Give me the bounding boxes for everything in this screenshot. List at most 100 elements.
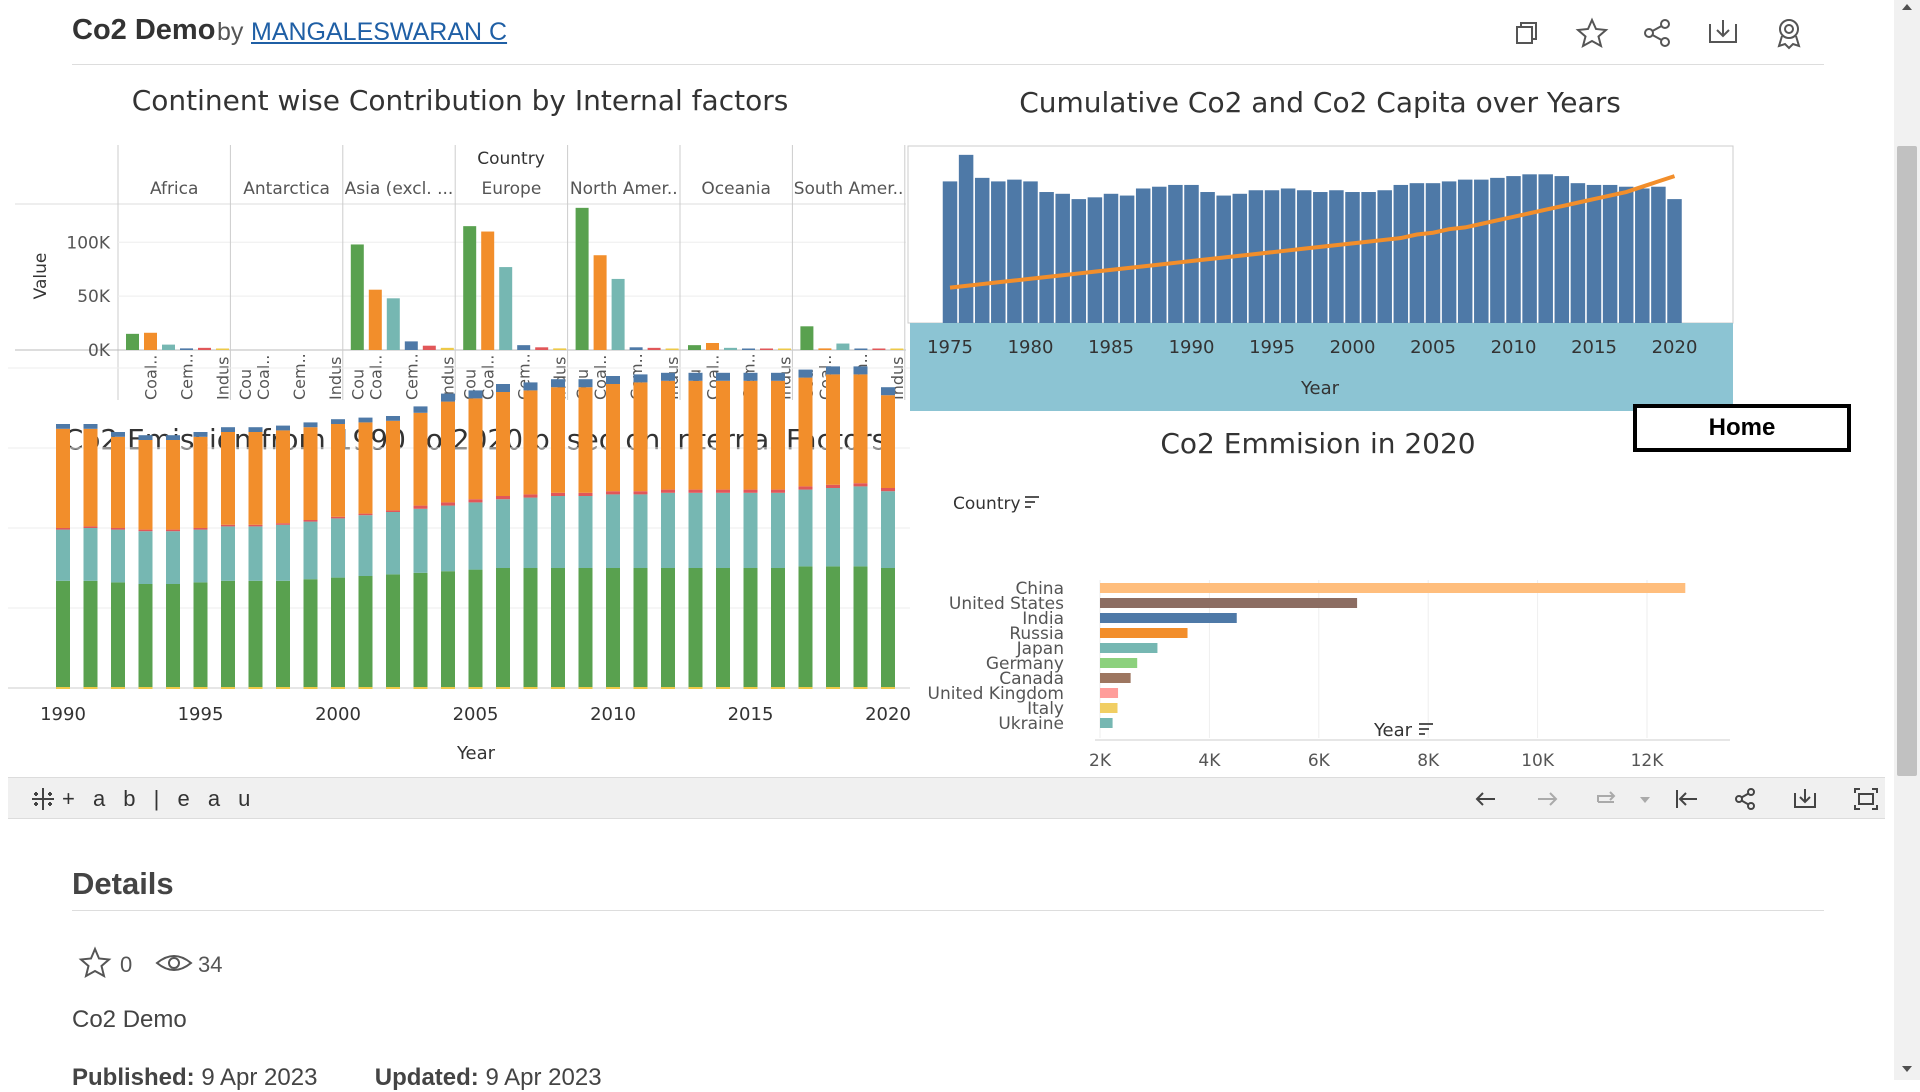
stacked-bar-segment (551, 379, 565, 388)
bar (1100, 643, 1158, 653)
copy-icon[interactable] (1507, 14, 1545, 52)
home-button[interactable]: Home (1633, 404, 1851, 452)
scroll-down-arrow-icon[interactable] (1902, 1066, 1912, 1072)
row-label: Ukraine (998, 714, 1064, 734)
stacked-bar-segment (386, 512, 400, 575)
continent-contribution-chart[interactable]: Continent wise Contribution by Internal … (15, 84, 907, 400)
stacked-bar-segment (496, 392, 510, 496)
row-label: United States (949, 594, 1064, 614)
scroll-up-arrow-icon[interactable] (1902, 4, 1912, 10)
x-category-label: Coal.. (479, 355, 498, 400)
stacked-bar-segment (743, 492, 758, 568)
views-count: 34 (198, 952, 223, 977)
stacked-bar-segment (496, 568, 510, 688)
download-icon[interactable] (1704, 14, 1742, 52)
bar (1345, 192, 1360, 323)
tableau-wordmark: + a b | e a u (62, 786, 257, 811)
stacked-bar-segment (248, 526, 263, 581)
undo-icon[interactable] (1471, 784, 1501, 814)
cumulative-co2-chart[interactable]: Cumulative Co2 and Co2 Capita over Years… (907, 86, 1734, 411)
star-icon[interactable] (1573, 14, 1611, 52)
reset-icon[interactable] (1671, 784, 1701, 814)
stacked-bar-segment (798, 489, 813, 567)
bar (162, 344, 175, 350)
x-tick-label: 2K (1089, 751, 1112, 771)
stacked-bar-segment (358, 422, 373, 514)
x-tick-label: 2005 (453, 704, 499, 725)
stacked-bar-segment (798, 566, 813, 688)
bar (1651, 186, 1666, 323)
sort-icon[interactable] (1419, 723, 1433, 735)
stacked-bar-segment (468, 390, 483, 399)
stacked-bar-segment (716, 492, 730, 568)
stacked-bar-segment (56, 424, 70, 429)
column-header: Country (477, 149, 545, 169)
bar (1168, 184, 1183, 323)
scrollbar-thumb[interactable] (1897, 146, 1917, 776)
bar (1119, 195, 1135, 323)
x-tick-label: 1985 (1088, 337, 1134, 358)
stacked-bar-segment (688, 372, 703, 381)
views-eye-icon (154, 948, 194, 978)
tableau-logo[interactable]: + a b | e a u (30, 786, 256, 812)
stacked-bar-segment (551, 687, 565, 689)
bar (1377, 190, 1392, 323)
redo-icon[interactable] (1532, 784, 1562, 814)
stacked-bar-segment (771, 372, 785, 381)
bar (1441, 181, 1457, 323)
bar (1522, 174, 1537, 323)
panel-header: Antarctica (243, 179, 330, 199)
stacked-bar-segment (661, 489, 675, 493)
bar (706, 343, 719, 350)
stacked-bar-segment (386, 574, 400, 688)
sort-icon[interactable] (1025, 496, 1039, 508)
dashboard-canvas: Continent wise Contribution by Internal … (8, 84, 1734, 771)
bar (1490, 177, 1505, 323)
stacked-bar-segment (743, 687, 758, 689)
stacked-bar-segment (881, 488, 895, 492)
stacked-bar-segment (166, 529, 180, 532)
stacked-bar-segment (771, 687, 785, 689)
stacked-bar-segment (798, 687, 813, 689)
x-tick-label: 2015 (1571, 337, 1617, 358)
x-category-label: Cem.. (290, 353, 309, 400)
stacked-bar-segment (248, 687, 263, 689)
co2-2020-chart[interactable]: Co2 Emmision in 2020 Country ChinaUnited… (928, 427, 1730, 771)
bar (126, 333, 139, 350)
x-tick-label: 2010 (590, 704, 636, 725)
bar (422, 345, 436, 350)
bar (368, 289, 382, 350)
details-heading: Details (72, 866, 174, 901)
bar (1100, 613, 1237, 623)
stacked-bar-segment (578, 687, 593, 689)
x-category-label: Coal.. (591, 355, 610, 400)
bar (1087, 197, 1103, 323)
share-icon[interactable] (1730, 784, 1760, 814)
workbook-description: Co2 Demo (72, 1006, 187, 1033)
bar (440, 347, 454, 350)
badge-icon[interactable] (1770, 14, 1808, 52)
stacked-bar-segment (606, 568, 620, 688)
fullscreen-icon[interactable] (1851, 784, 1881, 814)
bar (404, 341, 418, 350)
bar (1100, 658, 1138, 668)
emission-1990-2020-chart[interactable]: Co2 Emission from 1990 to 2020 based on … (8, 366, 911, 764)
bar (1280, 188, 1296, 323)
x-tick-label: 2000 (315, 704, 361, 725)
favorite-star-icon[interactable] (78, 946, 112, 980)
bar (629, 347, 643, 350)
share-icon[interactable] (1638, 14, 1676, 52)
bar (1409, 183, 1425, 323)
x-axis-band (910, 323, 1733, 411)
stacked-bar-segment (138, 440, 153, 530)
stacked-bar-segment (303, 520, 318, 522)
row-label: United Kingdom (928, 684, 1064, 704)
stacked-bar-segment (716, 372, 730, 381)
revert-dropdown-icon[interactable] (1630, 784, 1650, 814)
stacked-bar-segment (606, 494, 620, 568)
page-scrollbar[interactable] (1894, 0, 1920, 1080)
download-icon[interactable] (1790, 784, 1820, 814)
author-link[interactable]: MANGALESWARAN C (251, 18, 508, 46)
y-tick-label: 50K (77, 287, 111, 307)
revert-icon[interactable] (1592, 784, 1622, 814)
